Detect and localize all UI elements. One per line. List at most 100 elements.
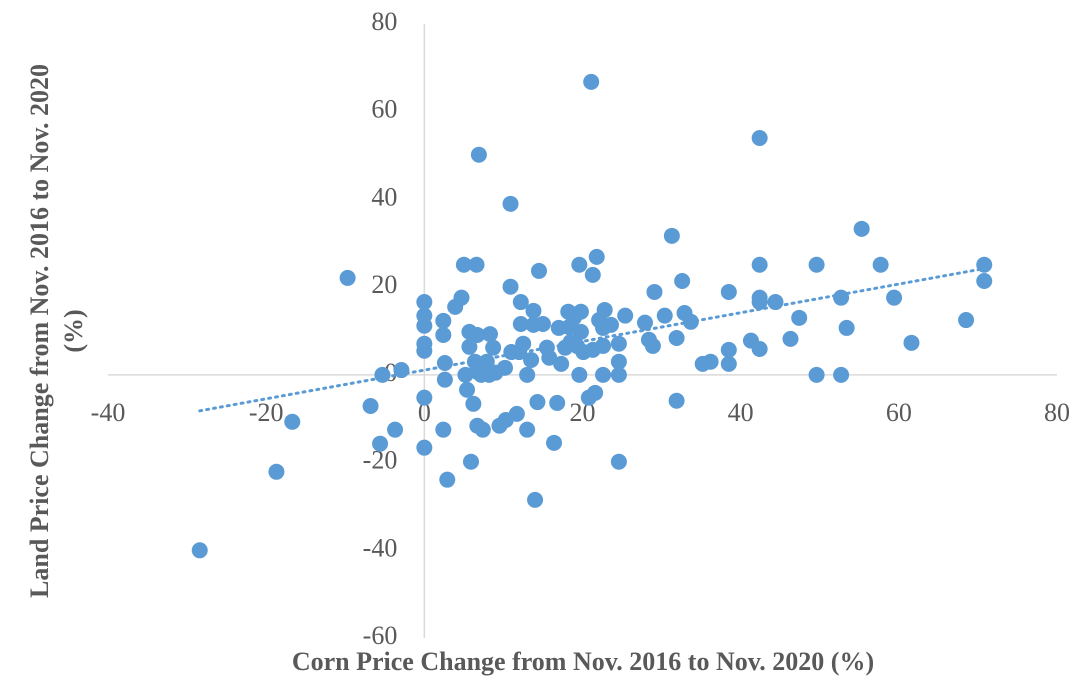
- point: [339, 269, 356, 286]
- y-tick-label: -40: [363, 533, 398, 562]
- point: [372, 435, 389, 452]
- point: [674, 273, 691, 290]
- point: [767, 294, 784, 311]
- x-axis-label: Corn Price Change from Nov. 2016 to Nov.…: [292, 647, 874, 676]
- point: [416, 342, 433, 359]
- point: [191, 542, 208, 559]
- point: [453, 289, 470, 306]
- point: [459, 381, 476, 398]
- point: [782, 330, 799, 347]
- point: [751, 340, 768, 357]
- point: [465, 395, 482, 412]
- point: [512, 315, 529, 332]
- point: [610, 335, 627, 352]
- point: [519, 421, 536, 438]
- x-tick-label: -40: [91, 398, 126, 427]
- point: [435, 326, 452, 343]
- point: [436, 355, 453, 372]
- point: [646, 283, 663, 300]
- point: [595, 337, 612, 354]
- point: [751, 130, 768, 147]
- point: [572, 303, 589, 320]
- point: [656, 307, 673, 324]
- point: [549, 394, 566, 411]
- point: [702, 353, 719, 370]
- point: [496, 359, 513, 376]
- point: [808, 366, 825, 383]
- point: [853, 220, 870, 237]
- y-axis-label: Land Price Change from Nov. 2016 to Nov.…: [25, 64, 88, 598]
- point: [903, 334, 920, 351]
- point: [502, 278, 519, 295]
- y-tick-label: -60: [363, 621, 398, 650]
- point: [553, 355, 570, 372]
- point: [636, 314, 653, 331]
- point: [791, 309, 808, 326]
- point: [588, 248, 605, 265]
- point: [572, 323, 589, 340]
- point: [481, 326, 498, 343]
- point: [886, 289, 903, 306]
- point: [374, 366, 391, 383]
- x-tick-label: 80: [1044, 398, 1070, 427]
- point: [872, 256, 889, 273]
- point: [439, 471, 456, 488]
- point: [461, 338, 478, 355]
- point: [720, 355, 737, 372]
- y-tick-label: 60: [371, 95, 397, 124]
- y-tick-label: 40: [371, 182, 397, 211]
- point: [485, 339, 502, 356]
- point: [571, 366, 588, 383]
- point: [668, 392, 685, 409]
- point: [584, 266, 601, 283]
- point: [435, 421, 452, 438]
- point: [268, 463, 285, 480]
- point: [751, 294, 768, 311]
- point: [610, 453, 627, 470]
- point: [610, 353, 627, 370]
- point: [531, 262, 548, 279]
- point: [668, 330, 685, 347]
- point: [958, 312, 975, 329]
- point: [436, 371, 453, 388]
- point: [523, 351, 540, 368]
- point: [976, 273, 993, 290]
- point: [435, 312, 452, 329]
- point: [416, 294, 433, 311]
- point: [362, 397, 379, 414]
- point: [534, 315, 551, 332]
- point: [416, 389, 433, 406]
- point: [720, 283, 737, 300]
- y-tick-label: 20: [371, 270, 397, 299]
- point: [519, 366, 536, 383]
- point: [595, 366, 612, 383]
- point: [416, 317, 433, 334]
- point: [455, 256, 472, 273]
- point: [617, 307, 634, 324]
- point: [751, 256, 768, 273]
- point: [512, 294, 529, 311]
- x-tick-label: -20: [249, 398, 284, 427]
- point: [525, 302, 542, 319]
- y-tick-label: 80: [371, 7, 397, 36]
- point: [502, 195, 519, 212]
- point: [527, 491, 544, 508]
- point: [587, 384, 604, 401]
- point: [571, 256, 588, 273]
- point: [468, 256, 485, 273]
- point: [470, 146, 487, 163]
- point: [469, 326, 486, 343]
- x-tick-label: 40: [728, 398, 754, 427]
- point: [583, 73, 600, 90]
- point: [644, 337, 661, 354]
- point: [546, 434, 563, 451]
- point: [720, 341, 737, 358]
- point: [462, 453, 479, 470]
- point: [602, 316, 619, 333]
- point: [833, 366, 850, 383]
- point: [474, 421, 491, 438]
- trendline: [198, 266, 990, 413]
- point: [596, 301, 613, 318]
